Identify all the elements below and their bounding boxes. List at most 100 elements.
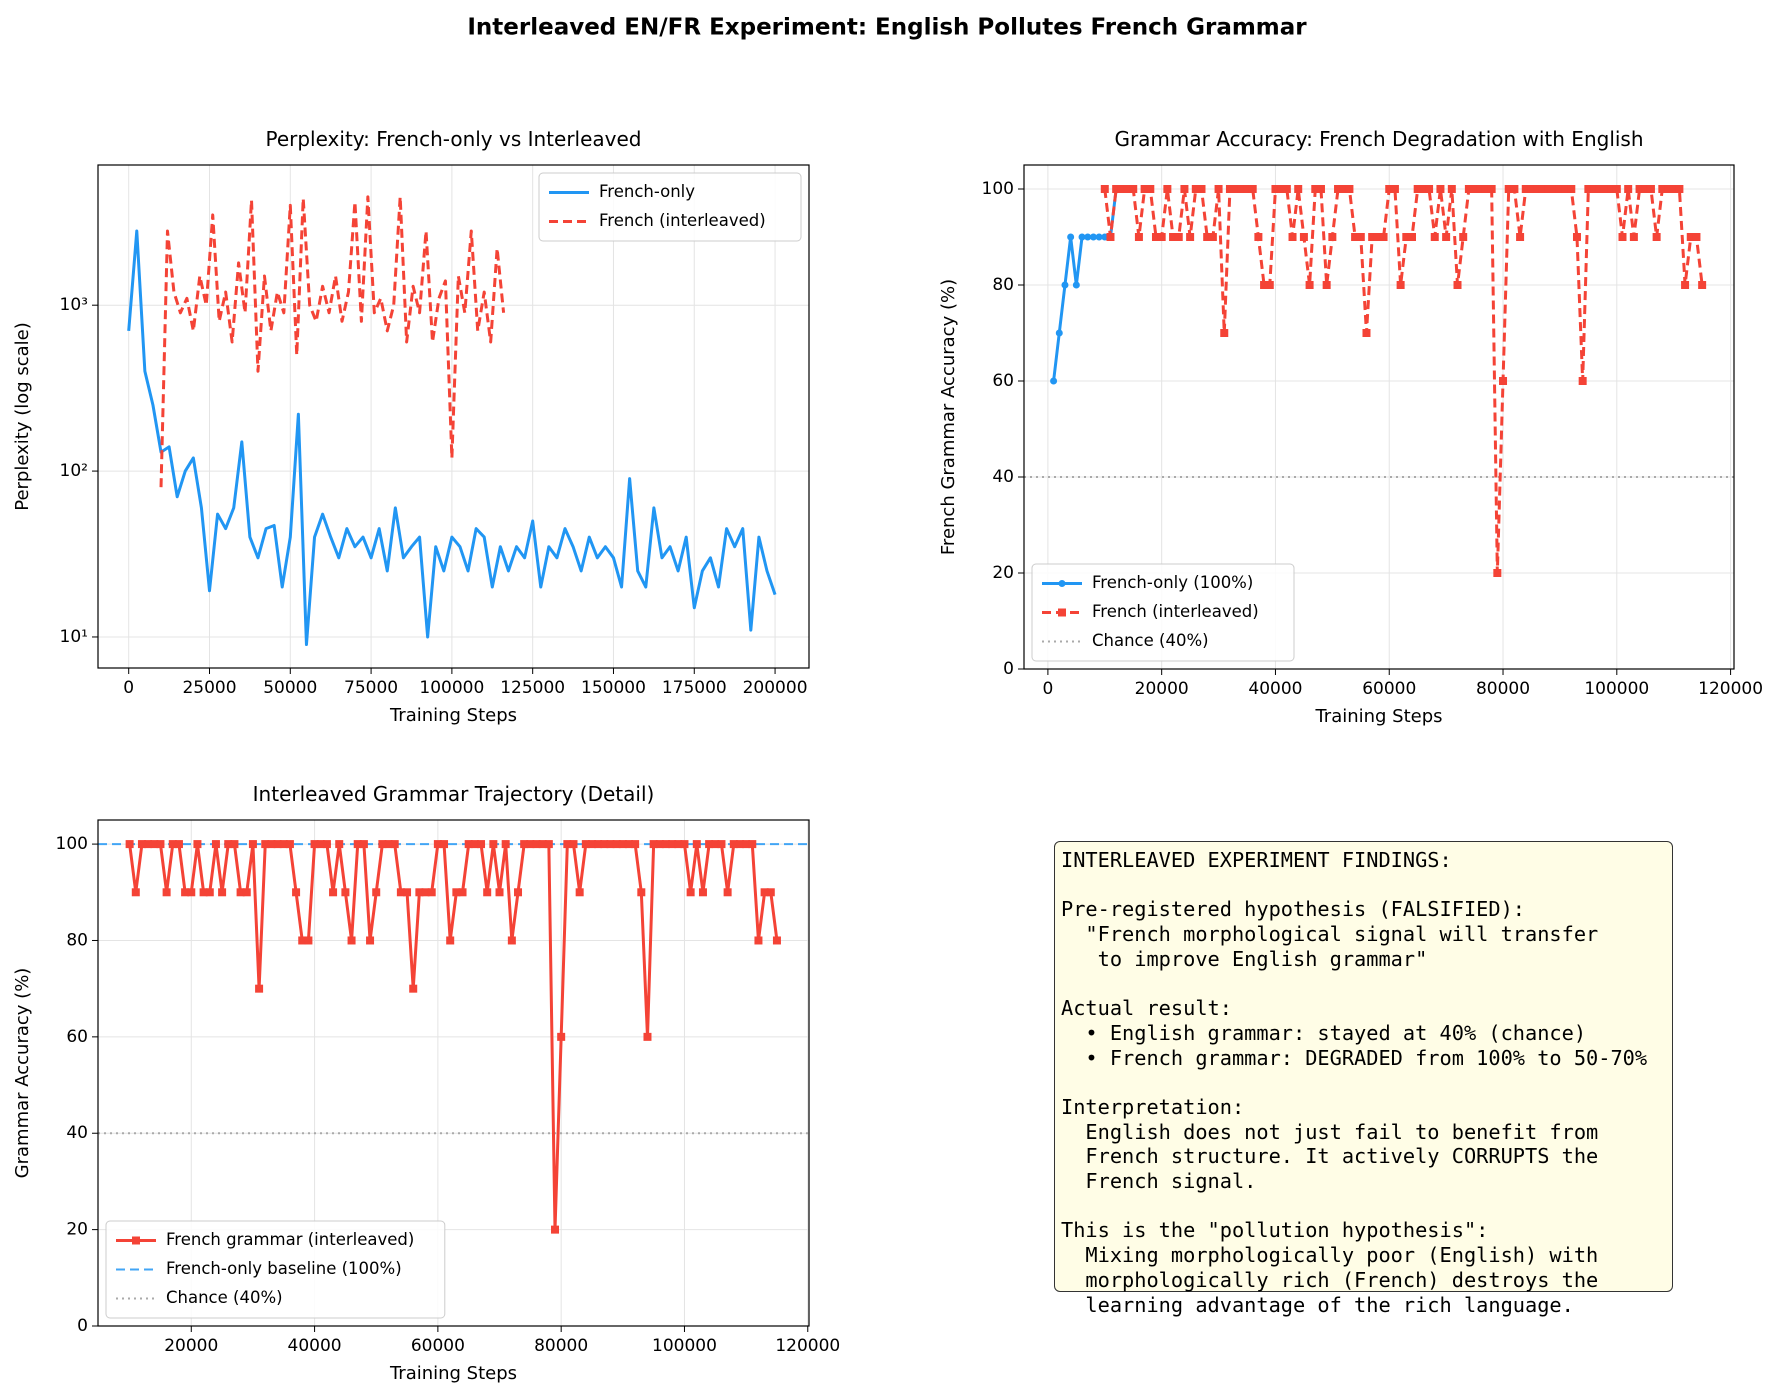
point	[1669, 185, 1678, 193]
point	[347, 936, 356, 945]
y-tick-label: 100	[982, 179, 1014, 199]
point	[526, 840, 535, 849]
point	[211, 840, 220, 849]
point	[1453, 281, 1462, 289]
y-tick-label: 0	[1003, 659, 1014, 679]
point	[1271, 185, 1280, 193]
point	[1561, 185, 1570, 193]
y-tick-label: 20	[66, 1220, 88, 1240]
x-tick-label: 25000	[182, 678, 236, 698]
point	[1658, 185, 1667, 193]
findings-paragraph: Actual result: • English grammar: stayed…	[1061, 996, 1666, 1070]
point	[557, 1032, 566, 1041]
point	[1197, 185, 1206, 193]
point	[1237, 185, 1246, 193]
point	[1499, 377, 1508, 385]
point	[538, 840, 547, 849]
y-tick-label: 80	[992, 275, 1014, 295]
point	[1607, 185, 1616, 193]
x-tick-label: 50000	[263, 678, 317, 698]
point	[403, 888, 412, 897]
series-line	[159, 195, 506, 488]
point	[1590, 185, 1599, 193]
point	[631, 840, 640, 849]
legend-label: French (interleaved)	[599, 211, 766, 230]
point	[1516, 233, 1525, 241]
point	[723, 888, 732, 897]
point	[649, 840, 658, 849]
point	[1311, 185, 1320, 193]
point	[378, 840, 387, 849]
legend-marker	[1058, 608, 1066, 617]
chart-title: Grammar Accuracy: French Degradation wit…	[1114, 127, 1643, 151]
point	[1442, 233, 1451, 241]
point	[1322, 281, 1331, 289]
point	[674, 840, 683, 849]
point	[692, 840, 701, 849]
point	[384, 840, 393, 849]
point	[1129, 185, 1138, 193]
point	[353, 840, 362, 849]
x-axis-label: Training Steps	[389, 705, 517, 726]
point	[1254, 233, 1263, 241]
point	[501, 840, 510, 849]
point	[285, 840, 294, 849]
point	[1072, 281, 1080, 289]
point	[668, 840, 677, 849]
findings-line: Pre-registered hypothesis (FALSIFIED):	[1061, 897, 1525, 922]
x-tick-label: 75000	[344, 678, 398, 698]
point	[1510, 185, 1519, 193]
point	[1078, 233, 1086, 241]
series-line	[1103, 187, 1704, 575]
point	[1601, 185, 1610, 193]
series-line	[127, 229, 777, 647]
point	[1117, 185, 1126, 193]
point	[433, 840, 442, 849]
point	[1459, 233, 1468, 241]
point	[1464, 185, 1473, 193]
point	[1692, 233, 1701, 241]
legend-label: Chance (40%)	[1092, 631, 1209, 650]
point	[1612, 185, 1621, 193]
point	[1339, 185, 1348, 193]
point	[1095, 233, 1103, 241]
point	[304, 936, 313, 945]
findings-line: This is the "pollution hypothesis":	[1061, 1218, 1489, 1243]
point	[1299, 233, 1308, 241]
point	[1624, 185, 1633, 193]
x-tick-label: 120000	[775, 1336, 840, 1356]
point	[655, 840, 664, 849]
point	[606, 840, 615, 849]
legend-box	[105, 1220, 446, 1319]
figure-title: Interleaved EN/FR Experiment: English Po…	[467, 15, 1307, 41]
y-tick-label: 10²	[60, 461, 88, 481]
point	[742, 840, 751, 849]
panel: Interleaved Grammar Trajectory (Detail) T…	[12, 782, 840, 1384]
point	[600, 840, 609, 849]
x-tick-label: 40000	[1248, 679, 1302, 699]
point	[446, 936, 455, 945]
plot-frame	[97, 164, 810, 669]
legend-label: French grammar (interleaved)	[166, 1230, 414, 1249]
point	[1476, 185, 1485, 193]
point	[1140, 185, 1149, 193]
legend-label: French-only (100%)	[1092, 573, 1253, 592]
point	[477, 840, 486, 849]
point	[341, 888, 350, 897]
point	[1174, 233, 1183, 241]
legend-label: Chance (40%)	[166, 1288, 283, 1307]
point	[1635, 185, 1644, 193]
point	[1100, 185, 1109, 193]
plot-frame	[97, 819, 810, 1327]
x-tick-label: 200000	[743, 678, 808, 698]
point	[1652, 233, 1661, 241]
point	[544, 840, 553, 849]
point	[1681, 281, 1690, 289]
point	[273, 840, 282, 849]
point	[1487, 185, 1496, 193]
point	[507, 936, 516, 945]
point	[1419, 185, 1428, 193]
point	[1362, 329, 1371, 337]
x-tick-label: 150000	[581, 678, 646, 698]
